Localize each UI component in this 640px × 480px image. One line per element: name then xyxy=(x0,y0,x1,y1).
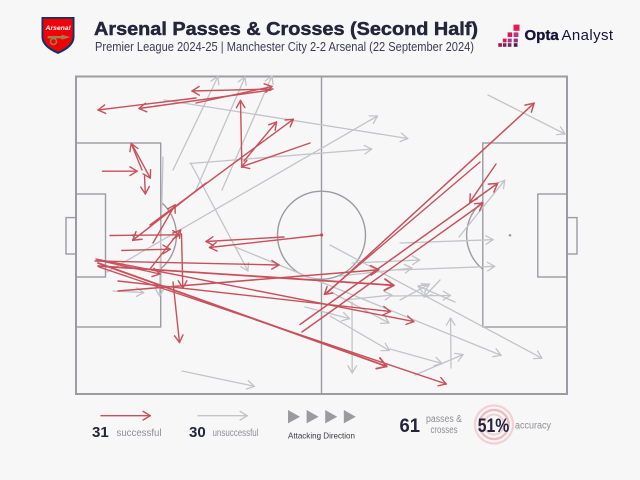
svg-text:accuracy: accuracy xyxy=(515,421,551,432)
svg-text:Arsenal: Arsenal xyxy=(45,25,71,32)
svg-text:passes &: passes & xyxy=(426,414,462,425)
svg-text:Premier League 2024-25 | Manch: Premier League 2024-25 | Manchester City… xyxy=(95,40,474,54)
svg-text:successful: successful xyxy=(117,428,162,439)
svg-text:crosses: crosses xyxy=(431,425,458,436)
svg-text:31: 31 xyxy=(92,424,109,441)
svg-text:unsuccessful: unsuccessful xyxy=(213,428,259,439)
svg-text:Opta: Opta xyxy=(525,27,560,44)
svg-text:Attacking Direction: Attacking Direction xyxy=(288,431,355,441)
svg-text:Analyst: Analyst xyxy=(562,27,614,44)
svg-text:30: 30 xyxy=(189,424,206,441)
svg-text:61: 61 xyxy=(400,416,421,437)
svg-text:51%: 51% xyxy=(478,416,510,437)
svg-text:Arsenal Passes & Crosses (Seco: Arsenal Passes & Crosses (Second Half) xyxy=(94,19,478,39)
